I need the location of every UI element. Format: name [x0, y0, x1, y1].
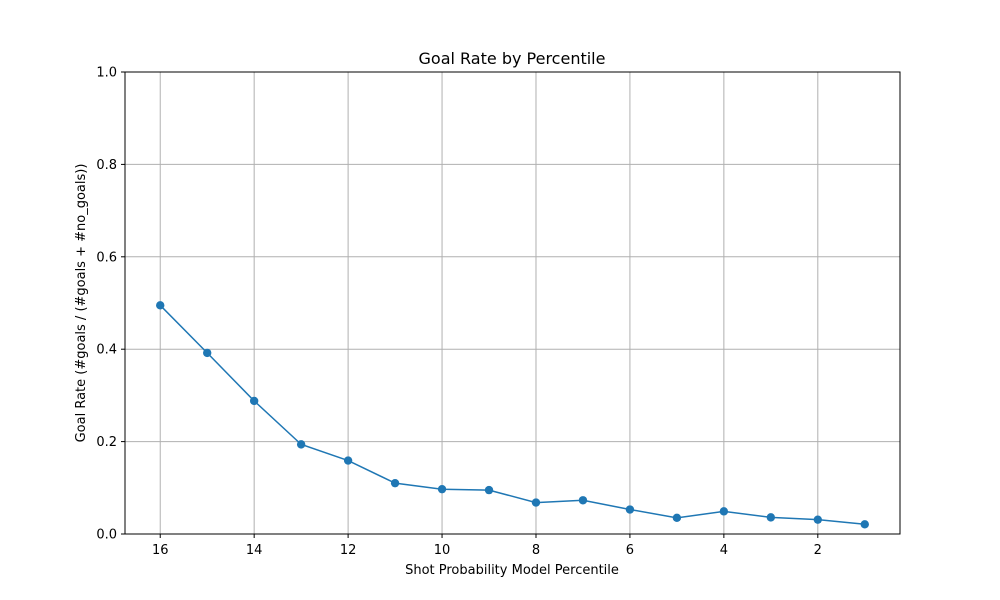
- y-tick-label: 0.2: [96, 435, 117, 450]
- data-point: [437, 484, 447, 494]
- data-point: [625, 505, 635, 514]
- y-tick-label: 0.6: [96, 250, 117, 265]
- x-tick-label: 10: [434, 543, 451, 558]
- x-tick-label: 4: [720, 543, 728, 558]
- x-tick-label: 6: [626, 543, 634, 558]
- plot-area: [124, 71, 901, 535]
- y-tick-label: 1.0: [96, 66, 117, 81]
- data-point: [766, 513, 776, 522]
- data-point: [202, 348, 212, 358]
- chart-title: Goal Rate by Percentile: [419, 49, 606, 68]
- y-axis-label: Goal Rate (#goals / (#goals + #no_goals)…: [74, 164, 89, 443]
- x-tick-label: 16: [152, 543, 169, 558]
- axis-ticks: 16 14 12 10 8 6 4 2 0.0 0.2 0.4 0.6 0.8 1.0: [96, 66, 822, 559]
- data-point: [484, 485, 494, 495]
- data-point: [390, 478, 400, 488]
- series-layer: [156, 301, 869, 529]
- data-point: [296, 440, 306, 449]
- grid: [125, 71, 900, 535]
- data-point: [672, 513, 682, 523]
- x-axis-label: Shot Probability Model Percentile: [405, 563, 619, 578]
- data-point: [578, 496, 588, 505]
- data-point: [343, 456, 353, 465]
- x-tick-label: 2: [814, 543, 822, 558]
- data-point: [719, 507, 729, 516]
- data-point: [156, 301, 165, 310]
- data-point: [249, 396, 259, 406]
- y-tick-label: 0.8: [96, 158, 117, 173]
- data-point: [860, 520, 869, 529]
- data-point: [531, 498, 541, 507]
- data-point: [813, 515, 823, 524]
- y-tick-label: 0.0: [96, 528, 117, 543]
- x-tick-label: 12: [340, 543, 357, 558]
- y-tick-label: 0.4: [96, 343, 117, 358]
- x-tick-label: 14: [246, 543, 263, 558]
- series-line: [159, 304, 865, 526]
- x-tick-label: 8: [532, 543, 540, 558]
